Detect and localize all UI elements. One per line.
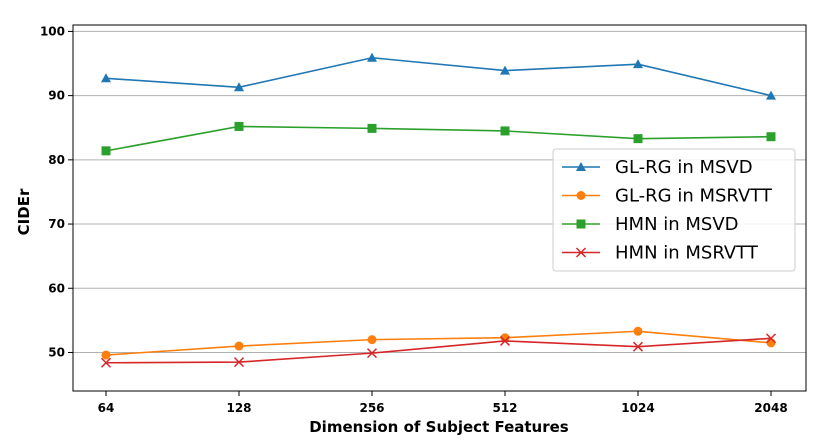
y-tick-label: 100 <box>40 24 65 38</box>
x-tick-label: 1024 <box>621 401 654 415</box>
legend-box <box>552 148 796 272</box>
data-point <box>766 90 776 100</box>
x-axis-title: Dimension of Subject Features <box>309 418 569 436</box>
series-0 <box>101 52 776 100</box>
series-layer <box>100 52 777 368</box>
legend-item: HMN in MSVD <box>562 214 739 235</box>
x-tick-label: 256 <box>359 401 384 415</box>
data-point <box>367 52 377 62</box>
series-2 <box>101 121 776 156</box>
data-point <box>633 59 643 69</box>
data-point <box>101 350 111 360</box>
legend-marker <box>575 247 587 258</box>
x-tick-label: 128 <box>226 401 251 415</box>
axes: 50 60 70 80 90 100 64 128 256 512 1024 2048 <box>40 24 807 415</box>
data-point <box>632 341 644 352</box>
legend-label: GL-RG in MSVD <box>615 157 753 178</box>
plot-frame <box>72 24 807 392</box>
data-point <box>233 357 245 368</box>
y-tick-label: 90 <box>48 89 65 103</box>
data-point <box>101 73 111 83</box>
data-point <box>367 123 377 133</box>
series-3 <box>100 333 777 368</box>
data-point <box>766 132 776 142</box>
data-point <box>101 146 111 156</box>
legend-item: GL-RG in MSVD <box>562 157 753 178</box>
data-point <box>367 335 377 345</box>
data-point <box>499 335 511 346</box>
legend-item: GL-RG in MSRVTT <box>562 186 773 207</box>
data-point <box>366 348 378 359</box>
y-tick-label: 70 <box>48 217 65 231</box>
series-line <box>105 330 772 356</box>
series-line <box>105 56 772 97</box>
grid-lines <box>73 30 806 353</box>
data-point <box>500 65 510 75</box>
y-tick-label: 60 <box>48 281 65 295</box>
series-1 <box>101 326 776 360</box>
y-axis-title: CIDEr <box>15 188 33 235</box>
series-line <box>105 125 772 152</box>
x-tick-label: 64 <box>98 401 115 415</box>
y-tick-label: 50 <box>48 345 65 359</box>
y-tick-label: 80 <box>48 153 65 167</box>
data-point <box>500 333 510 343</box>
series-line <box>105 337 772 364</box>
data-point <box>633 326 643 336</box>
data-point <box>500 126 510 136</box>
x-tick-label: 2048 <box>754 401 787 415</box>
legend-marker <box>576 191 586 200</box>
legend-marker <box>576 162 586 171</box>
legend-label: GL-RG in MSRVTT <box>615 186 773 207</box>
legend-item: HMN in MSRVTT <box>562 243 759 264</box>
data-point <box>234 341 244 351</box>
data-point <box>234 121 244 131</box>
data-point <box>633 134 643 144</box>
data-point <box>100 357 112 368</box>
legend: GL-RG in MSVD GL-RG in MSRVTT HMN in MSVD H… <box>552 148 796 272</box>
data-point <box>765 333 777 344</box>
data-point <box>234 82 244 92</box>
legend-label: HMN in MSVD <box>615 214 739 235</box>
x-tick-label: 512 <box>492 401 517 415</box>
data-point <box>766 338 776 348</box>
legend-label: HMN in MSRVTT <box>615 243 759 264</box>
legend-marker <box>576 219 586 229</box>
